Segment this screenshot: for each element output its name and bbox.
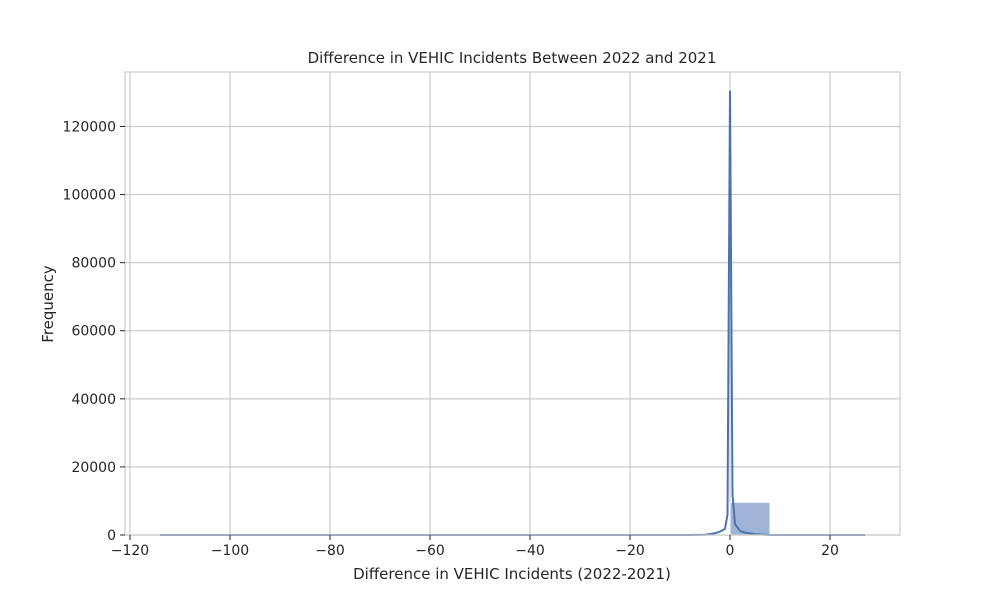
y-tick-label: 120000 [63,119,116,135]
kde-line [160,90,865,536]
x-tick-label: −100 [211,543,249,559]
histogram-bars [159,501,866,536]
x-tick-label: 20 [821,543,839,559]
histogram-bar [729,501,771,536]
x-tick-label: −80 [315,543,345,559]
y-tick-label: 100000 [63,188,116,204]
x-tick-label: −60 [415,543,445,559]
y-axis-title: Frequency [39,265,57,343]
y-tick-label: 80000 [71,256,116,272]
grid [125,72,900,536]
x-tick-label: −20 [615,543,645,559]
chart-title: Difference in VEHIC Incidents Between 20… [308,49,717,67]
x-axis-title: Difference in VEHIC Incidents (2022-2021… [353,565,671,583]
x-tick-label: −120 [111,543,149,559]
y-tick-label: 60000 [71,324,116,340]
x-tick-label: −40 [515,543,545,559]
y-axis-ticks: 0 20000 40000 60000 80000 100000 120000 [63,119,125,544]
x-tick-label: 0 [726,543,735,559]
y-tick-label: 0 [107,528,116,544]
plot-frame [124,71,901,536]
x-axis-ticks: −120 −100 −80 −60 −40 −20 0 20 [111,535,839,559]
y-tick-label: 20000 [71,460,116,476]
y-tick-label: 40000 [71,392,116,408]
